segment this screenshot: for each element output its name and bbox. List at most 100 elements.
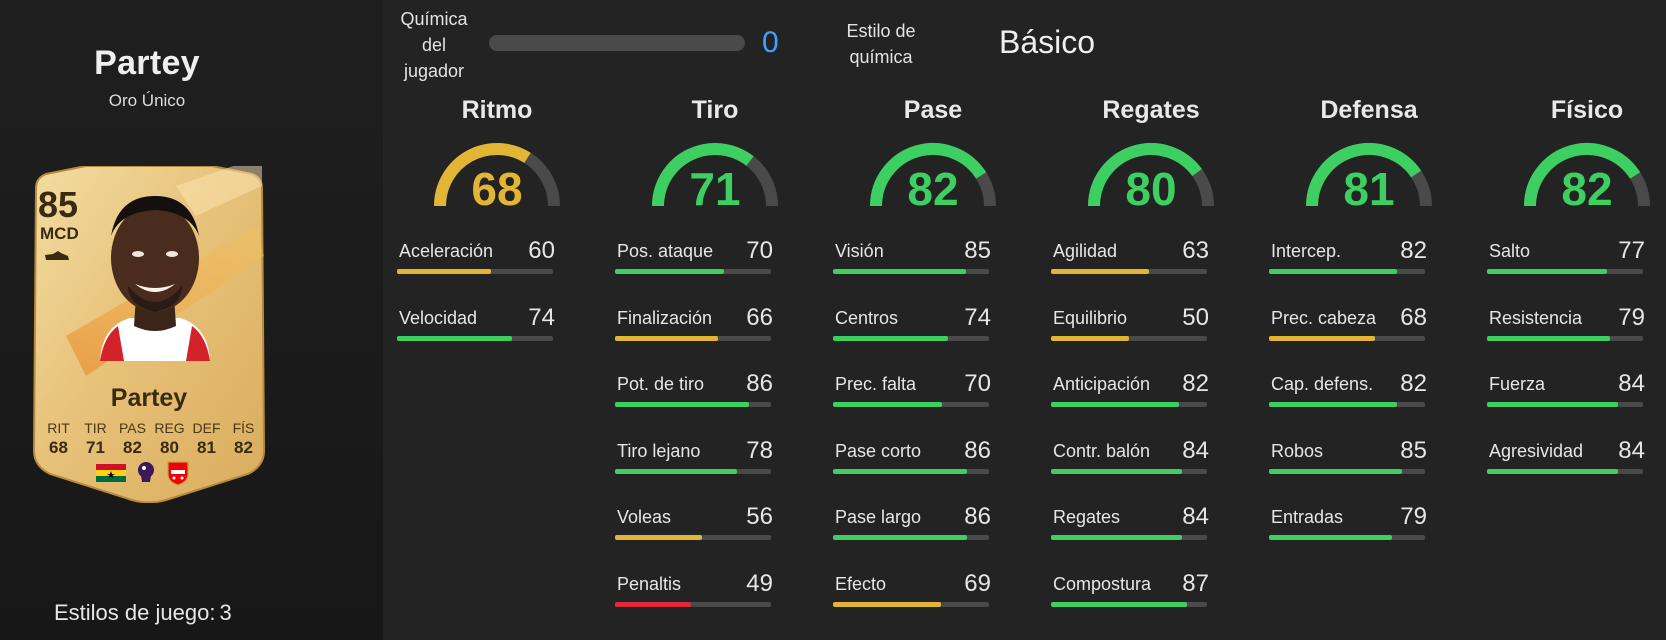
stat-row: Voleas 56 [615, 503, 773, 557]
player-card[interactable]: 85 MCD Partey RIT TIR PAS REG DEF FÍS [26, 166, 272, 503]
stat-bar-fill [1487, 269, 1608, 274]
stat-row: Anticipación 82 [1051, 370, 1209, 424]
stat-bar [833, 535, 989, 540]
stat-bar [1269, 402, 1425, 407]
stat-bar [1051, 601, 1207, 607]
stat-value: 87 [1182, 569, 1209, 597]
stat-value: 74 [964, 303, 991, 331]
stat-name: Agilidad [1053, 241, 1118, 261]
stat-name: Regates [1053, 507, 1121, 527]
stat-value: 86 [964, 436, 991, 464]
stat-bar [1051, 269, 1207, 274]
stat-bar [397, 335, 553, 341]
stat-row: Prec. cabeza 68 [1269, 304, 1427, 358]
stat-row: Compostura 87 [1051, 570, 1209, 624]
boot-icon [45, 251, 69, 260]
stat-bar [1051, 402, 1207, 407]
stat-bar-fill [833, 468, 968, 474]
stat-bar [1487, 402, 1643, 407]
stat-name: Prec. falta [835, 374, 917, 394]
attr-value: 80 [160, 438, 179, 457]
stat-row: Contr. balón 84 [1051, 437, 1209, 491]
playstyles-value: 3 [219, 600, 232, 625]
playstyles-count[interactable]: Estilos de juego: 3 [50, 600, 232, 626]
stat-name: Efecto [835, 573, 887, 594]
stat-value: 82 [1182, 370, 1209, 397]
gauge-fill [652, 143, 754, 207]
player-portrait [100, 196, 210, 361]
stat-bar-fill [833, 601, 941, 607]
stat-name: Anticipación [1053, 374, 1151, 394]
stat-value: 77 [1618, 237, 1645, 264]
stat-name: Salto [1489, 241, 1531, 261]
stat-row: Prec. falta 70 [833, 370, 991, 424]
stat-row: Visión 85 [833, 237, 991, 291]
stat-bar-fill [1269, 535, 1393, 540]
stat-bar-fill [615, 535, 703, 540]
stat-row: Pase corto 86 [833, 437, 991, 491]
stat-bar-fill [615, 335, 718, 341]
stat-bar [1051, 335, 1207, 341]
stat-row: Equilibrio 50 [1051, 304, 1209, 358]
stat-value: 85 [964, 237, 991, 264]
club-crest-icon [167, 461, 189, 486]
stats-panel [383, 0, 1666, 640]
stat-value: 79 [1400, 503, 1427, 530]
attr-value: 82 [123, 438, 142, 457]
stat-value: 84 [1182, 436, 1209, 464]
attr-value: 68 [49, 438, 68, 457]
stat-row: Robos 85 [1269, 437, 1427, 491]
stat-bar-fill [833, 402, 943, 407]
stat-value: 56 [746, 503, 773, 530]
stat-bar [1487, 468, 1643, 474]
stat-row: Resistencia 79 [1487, 304, 1645, 358]
attr-label: RIT [47, 420, 70, 436]
chemistry-progress-bar [489, 35, 745, 51]
chemistry-value: 0 [762, 26, 779, 59]
stat-bar-fill [397, 269, 491, 274]
card-type: Oro Único [108, 91, 186, 110]
stat-value: 84 [1182, 503, 1209, 530]
stat-bar [1269, 468, 1425, 474]
stat-value: 82 [1400, 370, 1427, 397]
stat-name: Tiro lejano [617, 440, 701, 461]
stat-bar-fill [615, 601, 692, 607]
gauge-fill [1306, 143, 1422, 207]
flag-icon [96, 464, 126, 482]
card-attribute-values: 68 71 82 80 81 82 [40, 438, 262, 458]
stat-bar [615, 269, 771, 274]
attr-value: 71 [86, 438, 105, 457]
gauge-fill [1524, 143, 1641, 207]
chemistry-style-value[interactable]: Básico [999, 24, 1096, 60]
category-rating: 80 [1125, 163, 1177, 215]
stat-name: Equilibrio [1053, 307, 1128, 328]
stat-bar-fill [1051, 601, 1187, 607]
stat-row: Fuerza 84 [1487, 370, 1645, 424]
category-rating: 82 [907, 163, 959, 215]
stat-row: Aceleración 60 [397, 237, 555, 291]
stat-bar-fill [1051, 468, 1183, 474]
attr-value: 82 [234, 438, 253, 457]
stat-bar-fill [1051, 269, 1150, 274]
chemistry-label: Química del jugador [400, 9, 468, 81]
rating-gauge [1524, 143, 1650, 207]
stat-name: Pos. ataque [617, 241, 714, 261]
category-rating: 71 [689, 163, 741, 215]
card-badges [96, 460, 190, 486]
stat-name: Pase largo [835, 507, 922, 527]
stat-bar [615, 402, 771, 407]
stat-bar-fill [1487, 335, 1611, 341]
rating-gauge [652, 143, 778, 207]
stat-bar [1269, 335, 1425, 341]
attr-label: DEF [192, 420, 221, 436]
stat-row: Cap. defens. 82 [1269, 370, 1427, 424]
stat-value: 74 [528, 303, 555, 331]
stat-bar-fill [397, 335, 513, 341]
attr-label: TIR [84, 420, 107, 436]
attr-label: FÍS [232, 420, 255, 436]
stat-bar [615, 468, 771, 474]
stat-row: Agilidad 63 [1051, 237, 1209, 291]
stat-name: Intercep. [1271, 241, 1342, 261]
rating-gauge [870, 143, 996, 207]
stat-row: Centros 74 [833, 304, 991, 358]
